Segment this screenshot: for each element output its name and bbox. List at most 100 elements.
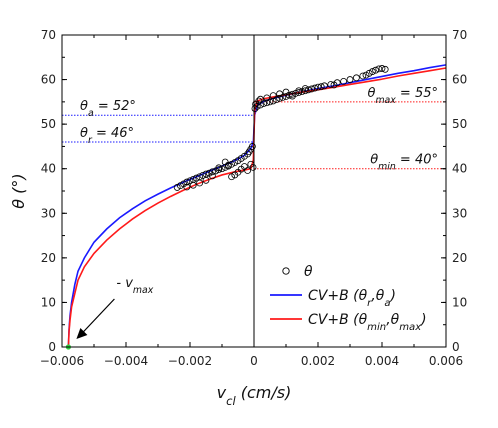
- data-point: [362, 71, 370, 79]
- data-point: [276, 90, 284, 98]
- y-tick-label: 10: [41, 295, 56, 309]
- data-point: [359, 72, 367, 80]
- data-point: [330, 81, 338, 89]
- data-point: [256, 95, 264, 103]
- y-tick-label-right: 70: [452, 28, 467, 42]
- y-tick-label-right: 10: [452, 295, 467, 309]
- x-tick-label: 0.002: [301, 354, 335, 368]
- data-point: [301, 87, 309, 95]
- data-point: [375, 65, 383, 73]
- data-point: [308, 85, 316, 93]
- x-tick-label: −0.006: [40, 354, 84, 368]
- x-tick-label: −0.002: [168, 354, 212, 368]
- data-point: [192, 174, 200, 182]
- x-axis-title: vcl (cm/s): [217, 383, 292, 408]
- data-point: [196, 179, 204, 187]
- y-tick-label-right: 40: [452, 162, 467, 176]
- data-point: [346, 76, 354, 83]
- axis-titles: vcl (cm/s) θ (°): [9, 173, 291, 408]
- x-tick-label: 0.004: [365, 354, 399, 368]
- data-point: [276, 94, 284, 102]
- data-point: [269, 92, 277, 100]
- legend-label: CV+B (θmin,θmax): [308, 312, 427, 333]
- scatter-points: [65, 65, 389, 350]
- data-point: [173, 184, 181, 191]
- data-point: [244, 150, 252, 158]
- data-point: [282, 93, 290, 100]
- reference-label: θr = 46°: [80, 126, 134, 146]
- data-point: [208, 172, 216, 180]
- y-tick-label: 70: [41, 28, 56, 42]
- data-point: [368, 68, 376, 75]
- data-point: [327, 81, 335, 88]
- data-point: [378, 65, 386, 72]
- data-point: [352, 74, 360, 82]
- y-tick-label-right: 20: [452, 251, 467, 265]
- data-point: [304, 86, 312, 94]
- data-point: [282, 88, 290, 96]
- data-point: [295, 87, 303, 95]
- data-point: [176, 182, 184, 190]
- data-point: [251, 105, 259, 112]
- data-point: [248, 143, 256, 150]
- data-point: [218, 165, 226, 173]
- x-tick-label: −0.004: [104, 354, 148, 368]
- data-point: [314, 83, 322, 91]
- y-tick-label-right: 30: [452, 206, 467, 220]
- data-point: [221, 158, 229, 166]
- data-point: [199, 171, 207, 179]
- data-point: [215, 164, 223, 172]
- data-point: [255, 97, 263, 105]
- reference-label: θmax = 55°: [367, 86, 438, 106]
- data-point: [340, 77, 348, 85]
- data-point: [263, 99, 271, 107]
- y-axis-title: θ (°): [9, 173, 28, 208]
- reference-lines: [62, 101, 446, 170]
- legend-label: θ: [304, 264, 313, 280]
- data-point: [263, 94, 271, 102]
- y-tick-label-right: 0: [452, 340, 460, 354]
- data-point: [231, 159, 239, 166]
- data-point: [320, 82, 328, 90]
- data-point: [231, 171, 239, 179]
- data-point: [288, 90, 296, 98]
- y-tick-label: 30: [41, 206, 56, 220]
- y-tick-label: 20: [41, 251, 56, 265]
- data-point: [228, 173, 236, 181]
- data-point: [301, 85, 309, 92]
- data-point: [215, 166, 223, 174]
- data-point: [381, 65, 389, 73]
- y-tick-label: 60: [41, 73, 56, 87]
- data-point: [202, 176, 210, 184]
- y-tick-label: 50: [41, 117, 56, 131]
- data-point: [249, 163, 257, 171]
- reference-label: θa = 52°: [80, 99, 136, 119]
- data-point: [372, 66, 380, 74]
- y-tick-label-right: 60: [452, 73, 467, 87]
- data-point: [183, 183, 191, 191]
- data-point: [183, 178, 191, 186]
- data-point: [311, 84, 319, 92]
- data-point: [317, 83, 325, 91]
- legend-label: CV+B (θr,θa): [308, 288, 396, 309]
- data-point: [189, 181, 197, 189]
- data-point: [269, 97, 277, 105]
- data-point: [295, 89, 303, 96]
- y-tick-label: 40: [41, 162, 56, 176]
- y-tick-label: 0: [48, 340, 56, 354]
- vmax-arrowhead: [76, 328, 88, 339]
- y-tick-label-right: 50: [452, 117, 467, 131]
- legend-marker: [282, 267, 290, 275]
- data-point: [186, 177, 194, 185]
- x-tick-label: 0: [250, 354, 258, 368]
- legend: θ CV+B (θr,θa) CV+B (θmin,θmax): [270, 264, 427, 333]
- data-point: [365, 69, 373, 77]
- vmax-arrow: [79, 298, 115, 336]
- data-point: [208, 168, 216, 176]
- data-point: [288, 92, 296, 100]
- annotations: θa = 52° θr = 46° θmax = 55° θmin = 40° - vm…: [76, 86, 438, 339]
- axis-ticks: [61, 34, 447, 348]
- vmax-label: - vmax: [116, 276, 153, 296]
